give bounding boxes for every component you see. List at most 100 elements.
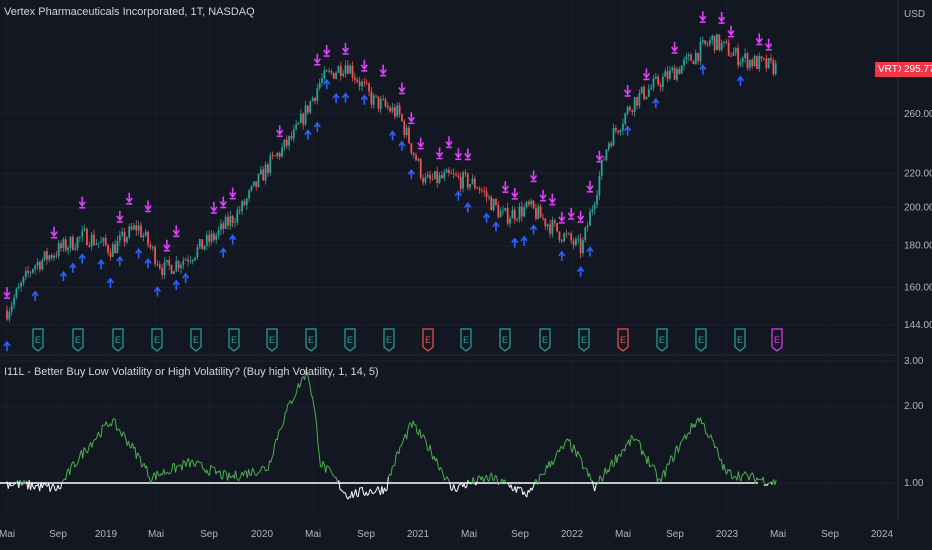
sell-arrow-head-icon xyxy=(407,116,415,123)
candle-body xyxy=(471,178,474,185)
indicator-line-segment xyxy=(210,464,213,468)
indicator-line-segment xyxy=(590,479,593,482)
candle-body xyxy=(180,264,182,269)
indicator-line-segment xyxy=(526,490,529,498)
earnings-marker-icon xyxy=(266,328,278,352)
indicator-line-segment xyxy=(754,477,758,484)
indicator-line-segment xyxy=(164,472,167,475)
candle-body xyxy=(50,255,53,258)
indicator-line-segment xyxy=(560,445,563,448)
candle-body xyxy=(701,40,704,42)
candle-body xyxy=(558,231,561,241)
indicator-line-segment xyxy=(52,483,55,487)
indicator-line-segment xyxy=(656,478,660,483)
indicator-line-segment xyxy=(710,434,713,440)
buy-arrow-head-icon xyxy=(135,248,143,254)
indicator-line-segment xyxy=(467,479,470,483)
candle-body xyxy=(718,34,721,50)
sell-arrow-head-icon xyxy=(445,140,453,147)
candle-body xyxy=(337,66,340,73)
earnings-marker-icon xyxy=(734,328,746,352)
indicator-line-segment xyxy=(214,467,217,475)
buy-arrow-head-icon xyxy=(106,277,115,284)
indicator-line-segment xyxy=(572,444,575,453)
indicator-line-segment xyxy=(262,465,265,468)
candle-body xyxy=(257,174,260,187)
time-axis-label: 2023 xyxy=(716,529,739,540)
buy-arrow-head-icon xyxy=(116,255,124,262)
sell-arrow-head-icon xyxy=(116,215,124,222)
candle-body xyxy=(544,218,547,227)
indicator-line-segment xyxy=(625,443,628,445)
candle-body xyxy=(274,155,276,157)
candle-body xyxy=(405,127,408,136)
sell-arrow-head-icon xyxy=(670,46,679,53)
symbol-title[interactable]: Vertex Pharmaceuticals Incorporated, 1T,… xyxy=(4,6,255,18)
candle-body xyxy=(756,56,758,69)
candle-body xyxy=(748,59,751,69)
earnings-marker-label: E xyxy=(269,335,275,345)
candle-body xyxy=(610,143,613,146)
candle-body xyxy=(189,261,192,263)
sell-arrow-head-icon xyxy=(567,212,575,219)
candle-body xyxy=(391,107,394,112)
candle-body xyxy=(636,97,638,106)
indicator-line-segment xyxy=(749,473,752,477)
candle-body xyxy=(220,223,222,230)
candle-body xyxy=(292,129,295,139)
time-axis-label: 2022 xyxy=(561,529,584,540)
indicator-line-segment xyxy=(369,489,372,492)
earnings-marker-label: E xyxy=(542,335,548,345)
candle-body xyxy=(231,215,234,223)
buy-arrow-head-icon xyxy=(332,92,340,99)
sell-arrow-head-icon xyxy=(323,49,331,56)
indicator-line-segment xyxy=(711,439,714,442)
candle-body xyxy=(69,236,72,248)
candle-body xyxy=(236,210,239,223)
indicator-line-segment xyxy=(402,437,405,443)
candle-body xyxy=(267,164,269,173)
candle-body xyxy=(201,239,204,250)
earnings-marker-icon xyxy=(656,328,668,352)
sell-arrow-head-icon xyxy=(464,153,472,159)
buy-arrow-head-icon xyxy=(492,221,500,228)
candle-body xyxy=(241,201,243,212)
indicator-line-segment xyxy=(488,475,491,482)
candle-body xyxy=(671,67,674,71)
candle-body xyxy=(438,175,441,183)
candle-body xyxy=(563,233,566,242)
candle-body xyxy=(102,237,105,242)
candle-body xyxy=(713,35,716,51)
candle-body xyxy=(194,257,196,261)
indicator-line-segment xyxy=(624,444,627,452)
indicator-line-segment xyxy=(476,475,479,482)
sell-arrow-head-icon xyxy=(3,291,11,298)
candle-body xyxy=(598,175,601,196)
candle-body xyxy=(271,155,274,156)
indicator-line-segment xyxy=(168,472,171,475)
candle-body xyxy=(140,225,142,238)
candle-body xyxy=(88,245,91,247)
indicator-title[interactable]: I11L - Better Buy Low Volatility or High… xyxy=(4,366,379,378)
buy-arrow-head-icon xyxy=(219,247,227,254)
candle-body xyxy=(118,235,121,241)
earnings-marker-icon xyxy=(422,328,434,352)
candle-body xyxy=(93,234,95,245)
candle-body xyxy=(234,222,236,224)
candle-body xyxy=(62,239,65,249)
indicator-line-segment xyxy=(48,483,51,492)
candle-body xyxy=(584,227,587,241)
buy-arrow-head-icon xyxy=(341,92,350,99)
candle-body xyxy=(652,78,655,88)
ticker-price-tag: 295.77 xyxy=(901,62,932,77)
candle-body xyxy=(363,81,366,83)
indicator-line-segment xyxy=(137,452,140,456)
sell-arrow-head-icon xyxy=(313,58,321,65)
indicator-line-segment xyxy=(647,456,651,467)
indicator-line-segment xyxy=(304,369,307,380)
indicator-line-segment xyxy=(681,437,684,441)
candle-body xyxy=(582,240,584,254)
candle-body xyxy=(685,56,688,60)
earnings-marker-icon xyxy=(305,328,317,352)
